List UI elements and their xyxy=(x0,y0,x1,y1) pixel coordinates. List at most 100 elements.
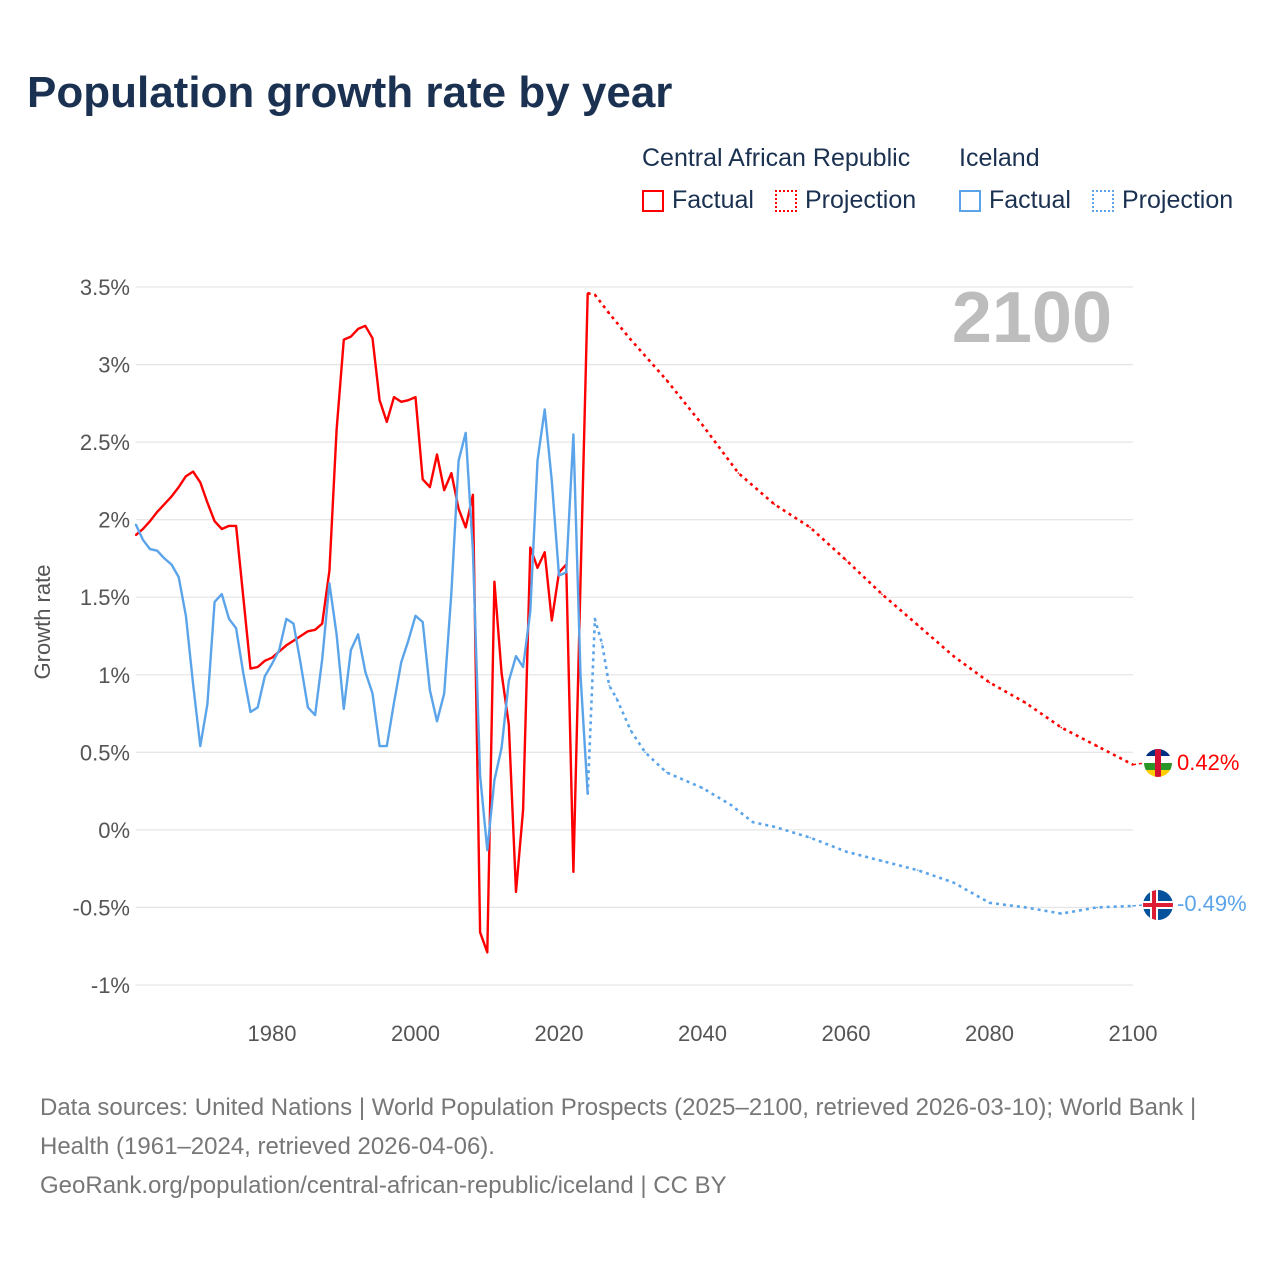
data-point xyxy=(486,849,489,851)
data-point xyxy=(292,622,295,625)
y-tick-label: 2.5% xyxy=(80,430,130,455)
data-point xyxy=(235,525,237,527)
data-point xyxy=(436,453,438,456)
data-point xyxy=(493,779,496,782)
y-tick-label: 1.5% xyxy=(80,585,130,610)
iceland-leader-line xyxy=(1132,904,1144,907)
credit-link[interactable]: GeoRank.org/population/central-african-r… xyxy=(40,1172,727,1199)
data-point xyxy=(364,670,367,673)
data-point xyxy=(307,630,309,633)
data-point xyxy=(278,649,280,651)
data-point xyxy=(177,576,180,578)
data-point xyxy=(242,596,245,599)
iceland-end-label: -0.49% xyxy=(1177,891,1247,916)
data-point xyxy=(142,528,144,530)
data-point xyxy=(916,624,919,626)
data-point xyxy=(371,692,374,695)
data-point xyxy=(364,324,367,327)
data-point xyxy=(615,697,618,699)
data-point xyxy=(1060,912,1063,915)
series-line-iceland-projection xyxy=(586,617,1134,915)
data-point xyxy=(916,869,919,872)
data-point xyxy=(199,745,202,747)
data-point xyxy=(228,525,230,527)
data-point xyxy=(199,481,202,484)
data-point xyxy=(551,480,553,482)
data-point xyxy=(1024,906,1027,909)
data-point xyxy=(536,459,539,462)
data-point xyxy=(558,574,560,577)
data-point xyxy=(149,520,151,523)
data-point xyxy=(357,328,359,330)
data-point xyxy=(579,580,582,583)
y-tick-label: -1% xyxy=(91,973,130,998)
legend-label: Projection xyxy=(805,186,917,214)
data-point xyxy=(220,528,223,530)
data-point xyxy=(845,850,847,853)
data-point xyxy=(170,495,173,498)
data-point xyxy=(665,771,668,774)
data-point xyxy=(881,593,883,595)
data-point xyxy=(457,459,460,462)
legend-label: Projection xyxy=(1122,186,1234,214)
data-point xyxy=(371,337,374,339)
dotted-swatch-icon xyxy=(1092,189,1114,212)
data-point xyxy=(565,571,567,574)
y-tick-label: 3.5% xyxy=(80,275,130,300)
data-point xyxy=(407,399,410,402)
data-point xyxy=(443,489,446,491)
legend-iceland-factual[interactable]: Factual xyxy=(959,186,1071,215)
data-point xyxy=(271,663,273,665)
data-point xyxy=(156,549,159,552)
data-point xyxy=(264,660,266,662)
data-point xyxy=(213,601,216,603)
data-point xyxy=(608,312,611,315)
data-point xyxy=(299,635,302,637)
x-tick-label: 1980 xyxy=(248,1021,297,1046)
car-leader-line xyxy=(1132,762,1145,766)
data-point xyxy=(507,723,510,726)
data-point xyxy=(644,751,646,754)
data-point xyxy=(988,681,991,684)
series-line-central-african-republic-factual xyxy=(134,293,589,954)
data-point xyxy=(185,475,187,478)
x-tick-label: 2100 xyxy=(1109,1021,1158,1046)
data-point xyxy=(701,787,704,789)
data-point xyxy=(543,408,546,411)
data-point xyxy=(292,639,295,642)
car-flag-icon xyxy=(1144,749,1172,777)
data-point xyxy=(809,526,811,529)
data-point xyxy=(479,774,481,777)
legend-car-factual[interactable]: Factual xyxy=(642,186,754,215)
data-point xyxy=(493,580,496,583)
data-point xyxy=(192,470,194,473)
data-point xyxy=(285,618,288,620)
legend-country-car: Central African Republic xyxy=(642,144,911,172)
data-point xyxy=(142,539,144,541)
data-point xyxy=(328,570,331,572)
data-point xyxy=(737,472,740,474)
data-point xyxy=(299,663,302,665)
data-point xyxy=(1024,701,1027,704)
data-point xyxy=(342,338,345,341)
legend-iceland-projection[interactable]: Projection xyxy=(1092,186,1233,215)
data-point xyxy=(586,793,589,796)
data-point xyxy=(429,689,431,692)
data-point xyxy=(809,836,811,839)
legend-car-projection[interactable]: Projection xyxy=(775,186,916,215)
year-badge: 2100 xyxy=(952,278,1112,358)
data-point xyxy=(314,714,316,716)
data-point xyxy=(536,566,539,569)
data-point xyxy=(163,557,166,560)
data-point xyxy=(400,400,402,403)
data-point xyxy=(629,338,632,341)
data-point xyxy=(256,666,259,668)
data-point xyxy=(1096,906,1098,909)
data-point xyxy=(307,706,309,709)
y-tick-label: 0% xyxy=(98,818,130,843)
data-point xyxy=(249,667,252,670)
data-point xyxy=(472,549,474,552)
data-point xyxy=(601,642,603,645)
data-point xyxy=(543,551,546,554)
